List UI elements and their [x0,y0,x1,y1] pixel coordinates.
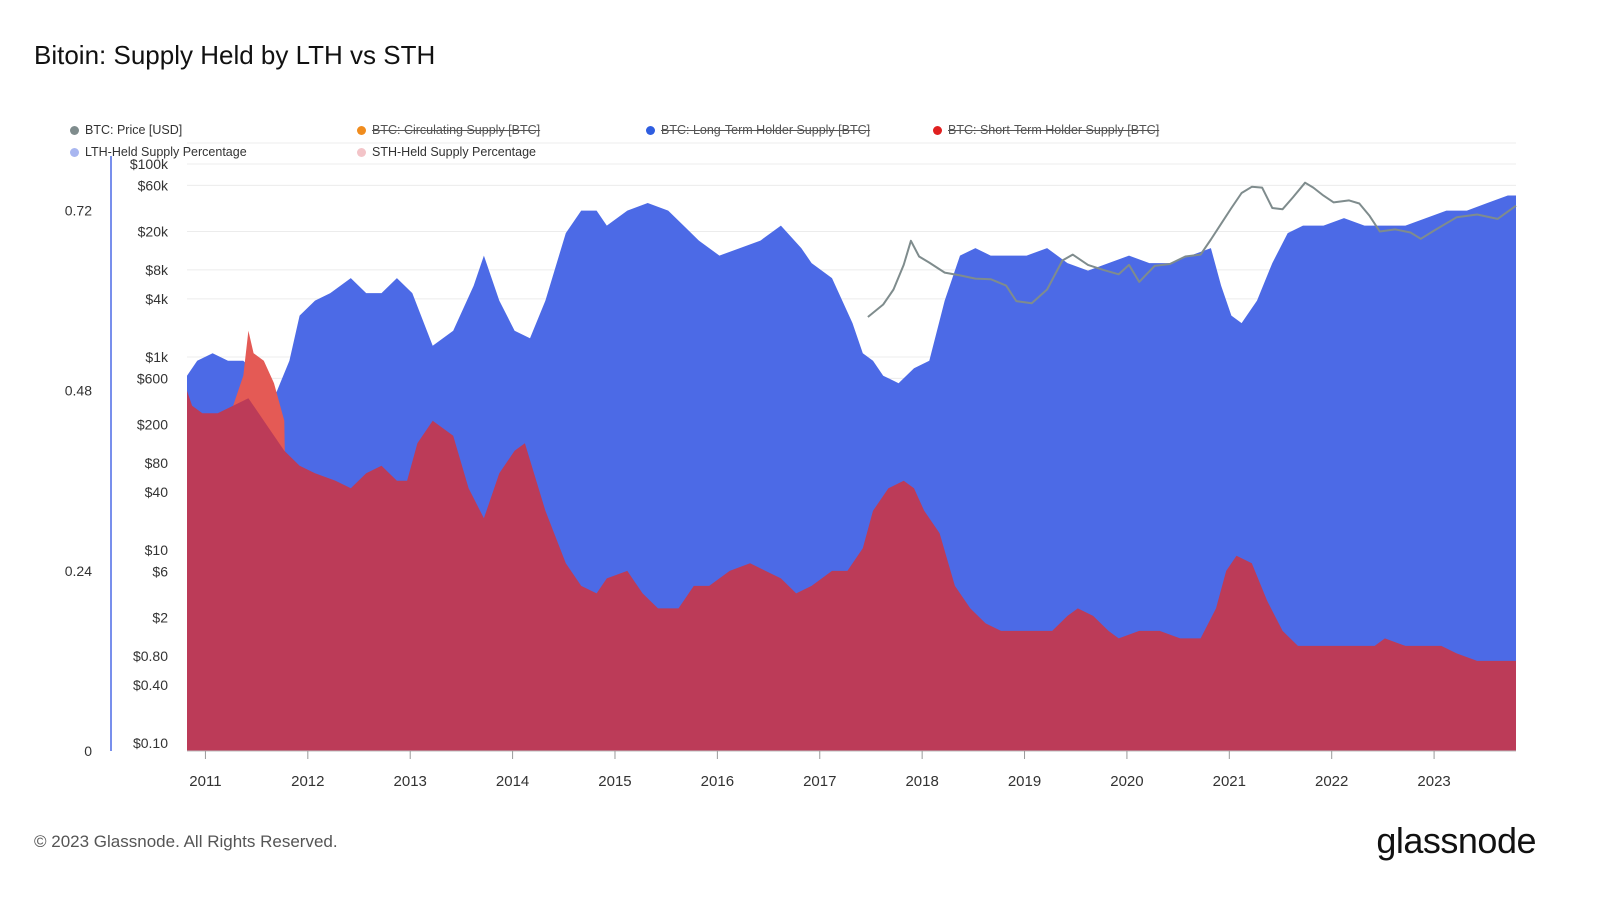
legend-dot-icon [933,125,942,135]
x-tick-label: 2023 [1417,773,1450,790]
legend-item-sth-percentage[interactable]: STH-Held Supply Percentage [357,145,536,159]
legend-dot-icon [357,125,366,135]
price-tick-label: $2 [152,609,168,625]
chart-legend: BTC: Price [USD] BTC: Circulating Supply… [70,123,1550,167]
legend-label: STH-Held Supply Percentage [372,145,536,159]
price-tick-label: $40 [145,484,169,500]
legend-dot-icon [70,125,79,135]
legend-dot-icon [70,147,79,157]
percentage-tick-label: 0 [84,743,92,759]
price-series [867,181,1517,318]
x-tick-label: 2015 [598,773,631,790]
chart-title: Bitoin: Supply Held by LTH vs STH [34,40,436,70]
price-tick-label: $200 [137,416,168,432]
price-tick-label: $4k [145,291,169,307]
legend-item-sth-supply[interactable]: BTC: Short-Term Holder Supply [BTC] [933,123,1159,137]
x-tick-label: 2016 [701,773,734,790]
x-tick-label: 2022 [1315,773,1348,790]
legend-item-price[interactable]: BTC: Price [USD] [70,123,182,137]
price-tick-label: $80 [145,455,169,471]
x-tick-label: 2017 [803,773,836,790]
legend-label: BTC: Circulating Supply [BTC] [372,123,541,137]
legend-label: LTH-Held Supply Percentage [85,145,247,159]
legend-label: BTC: Price [USD] [85,123,183,137]
price-tick-label: $20k [138,223,169,239]
price-tick-label: $6 [152,563,168,579]
percentage-tick-label: 0.24 [65,563,92,579]
price-tick-label: $100k [130,156,169,172]
glassnode-logo: glassnode [1376,820,1536,861]
price-tick-label: $1k [145,349,169,365]
legend-dot-icon [646,125,655,135]
x-tick-label: 2020 [1110,773,1143,790]
percentage-tick-label: 0.72 [65,203,92,219]
price-tick-label: $60k [138,177,169,193]
copyright-footer: © 2023 Glassnode. All Rights Reserved. [34,832,338,851]
legend-label: BTC: Short-Term Holder Supply [BTC] [948,123,1160,137]
legend-item-lth-supply[interactable]: BTC: Long-Term Holder Supply [BTC] [646,123,870,137]
x-tick-label: 2011 [189,773,221,790]
price-tick-label: $0.80 [133,648,168,664]
x-tick-label: 2012 [291,773,324,790]
legend-dot-icon [357,147,366,157]
area-series [187,195,1516,751]
legend-item-circulating-supply[interactable]: BTC: Circulating Supply [BTC] [357,123,540,137]
x-tick-label: 2014 [496,773,529,790]
sth-area [187,390,1516,751]
price-tick-label: $600 [137,370,168,386]
legend-item-lth-percentage[interactable]: LTH-Held Supply Percentage [70,145,247,159]
price-tick-label: $0.10 [133,735,168,751]
x-tick-label: 2018 [905,773,938,790]
axes: 0 0.24 0.48 0.72 $0.10 $0.40 $0.80 $2 $6 $10 $40 $8… [65,156,1516,790]
price-tick-label: $10 [145,542,169,558]
price-tick-label: $0.40 [133,677,168,693]
percentage-tick-label: 0.48 [65,383,92,399]
price-line [867,181,1517,318]
x-tick-label: 2019 [1008,773,1041,790]
legend-label: BTC: Long-Term Holder Supply [BTC] [661,123,871,137]
x-tick-label: 2013 [394,773,427,790]
x-tick-label: 2021 [1213,773,1246,790]
price-tick-label: $8k [145,262,169,278]
